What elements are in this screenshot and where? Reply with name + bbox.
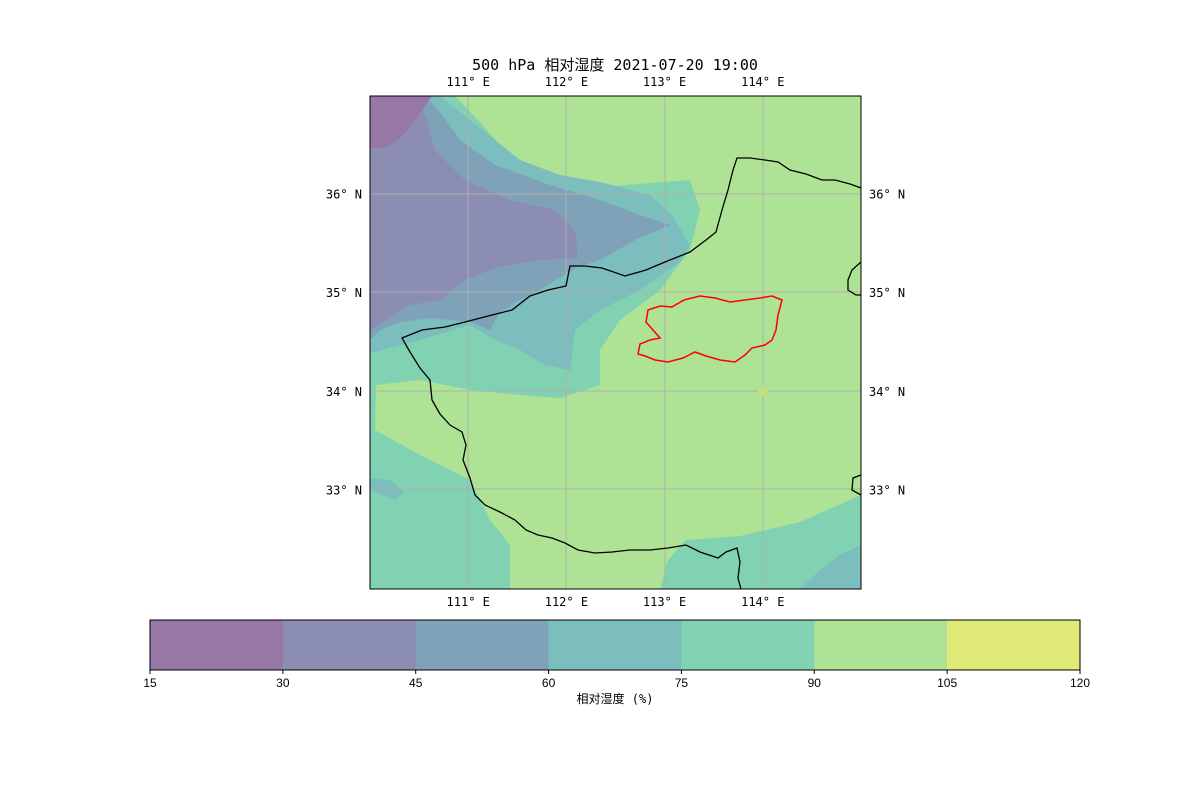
- colorbar-tick-label: 75: [675, 676, 689, 690]
- province-border-east-2: [851, 474, 861, 496]
- rh-band-60-75-se: [800, 545, 861, 589]
- colorbar-tick-label: 15: [143, 676, 157, 690]
- lon-tick-label-top: 111° E: [447, 75, 490, 89]
- colorbar-ticks: 15 30 45 60 75 90 105 120: [143, 670, 1090, 690]
- map-frame: [369, 95, 862, 590]
- colorbar: [149, 619, 1081, 671]
- province-border-east-1: [847, 261, 861, 296]
- rh-band-75-90-sw: [370, 578, 395, 589]
- chart-title: 500 hPa 相对湿度 2021-07-20 19:00: [472, 56, 758, 74]
- lon-tick-label-bottom: 111° E: [447, 595, 490, 609]
- lat-tick-label-right: 35° N: [869, 286, 905, 300]
- colorbar-tick-label: 30: [276, 676, 290, 690]
- lat-ticks-right: 36° N 35° N 34° N 33° N: [869, 188, 905, 498]
- lat-tick-label-left: 35° N: [326, 286, 362, 300]
- lon-tick-label-bottom: 113° E: [643, 595, 686, 609]
- lat-tick-label-left: 34° N: [326, 385, 362, 399]
- colorbar-tick-label: 45: [409, 676, 423, 690]
- colorbar-frame: [149, 619, 1081, 671]
- colorbar-tick-label: 120: [1070, 676, 1090, 690]
- colorbar-segment: [947, 620, 1081, 670]
- colorbar-label: 相对湿度 (%): [577, 691, 654, 706]
- colorbar-segment: [150, 620, 284, 670]
- rh-band-15-30: [370, 96, 432, 148]
- lat-tick-label-left: 36° N: [326, 188, 362, 202]
- lon-tick-label-bottom: 114° E: [741, 595, 784, 609]
- target-region-border: [637, 295, 783, 363]
- colorbar-segment: [681, 620, 815, 670]
- rh-band-30-45: [370, 96, 578, 330]
- map-panel[interactable]: [370, 96, 861, 589]
- colorbar-tick-label: 60: [542, 676, 556, 690]
- lon-ticks-bottom: 111° E 112° E 113° E 114° E: [447, 595, 785, 609]
- province-border: [401, 157, 861, 589]
- gridlines: [370, 96, 861, 589]
- colorbar-segment: [282, 620, 417, 670]
- lon-tick-label-top: 113° E: [643, 75, 686, 89]
- colorbar-segment: [548, 620, 682, 670]
- lat-tick-label-right: 33° N: [869, 483, 905, 497]
- lon-ticks-top: 111° E 112° E 113° E 114° E: [447, 75, 785, 89]
- rh-band-75-90-se: [660, 495, 861, 589]
- lon-tick-label-top: 114° E: [741, 75, 784, 89]
- colorbar-segment: [814, 620, 948, 670]
- lon-tick-label-top: 112° E: [545, 75, 588, 89]
- lat-tick-label-right: 36° N: [869, 188, 905, 202]
- colorbar-segment: [415, 620, 550, 670]
- colorbar-tick-label: 90: [808, 676, 822, 690]
- lat-tick-label-left: 33° N: [326, 483, 362, 497]
- lat-tick-label-right: 34° N: [869, 385, 905, 399]
- lat-ticks-left: 36° N 35° N 34° N 33° N: [326, 188, 362, 498]
- location-marker: [758, 386, 768, 396]
- colorbar-tick-label: 105: [937, 676, 957, 690]
- lon-tick-label-bottom: 112° E: [545, 595, 588, 609]
